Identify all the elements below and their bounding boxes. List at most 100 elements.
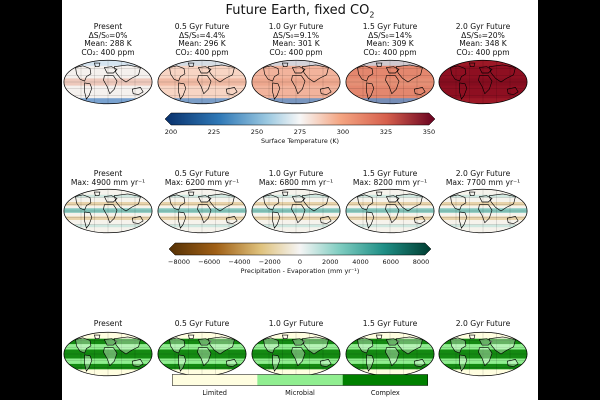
continent-outline bbox=[478, 338, 493, 346]
pe-panel-label: 0.5 Gyr Future Max: 6200 mm yr⁻¹ bbox=[154, 169, 250, 187]
pe-panel-label: 1.5 Gyr Future Max: 8200 mm yr⁻¹ bbox=[342, 169, 438, 187]
label-line: Present bbox=[93, 319, 123, 328]
temperature-colorbar bbox=[165, 112, 435, 126]
continent-outline bbox=[301, 193, 329, 212]
continent-outline bbox=[488, 64, 516, 83]
label-line: Mean: 348 K bbox=[459, 39, 507, 49]
continent-outline bbox=[113, 64, 141, 83]
continent-outline bbox=[291, 66, 306, 74]
temp-colorbar-tick: 250 bbox=[250, 128, 264, 136]
habitability-map-0 bbox=[63, 331, 153, 377]
pe-colorbar-tick: −4000 bbox=[228, 258, 251, 266]
map-border bbox=[251, 188, 341, 234]
label-line: ΔS/S₀=0% bbox=[88, 30, 128, 40]
continent-outline bbox=[357, 194, 374, 211]
continent-outline bbox=[366, 211, 375, 229]
continent-outline bbox=[197, 195, 212, 203]
continent-outline bbox=[357, 65, 374, 82]
continent-outline bbox=[506, 359, 519, 367]
temp-panel-label: Present ΔS/S₀=0% Mean: 288 K CO₂: 400 ppm bbox=[60, 22, 156, 57]
habitability-map-1 bbox=[157, 331, 247, 377]
continent-outline bbox=[207, 64, 235, 83]
continent-outline bbox=[385, 338, 400, 346]
label-line: Max: 6800 mm yr⁻¹ bbox=[258, 177, 334, 187]
temperature-map-3 bbox=[345, 59, 435, 105]
hab-panel-label: 0.5 Gyr Future bbox=[154, 319, 250, 329]
continent-outline bbox=[291, 75, 306, 95]
continent-outline bbox=[94, 191, 101, 197]
continent-outline bbox=[291, 204, 306, 224]
continent-outline bbox=[178, 211, 187, 229]
label-line: CO₂: 400 ppm bbox=[81, 47, 135, 57]
legend-label: Limited bbox=[202, 389, 227, 397]
continent-outline bbox=[272, 354, 281, 372]
temp-colorbar-tick: 350 bbox=[422, 128, 436, 136]
continent-outline bbox=[376, 191, 383, 197]
label-line: 1.0 Gyr Future bbox=[268, 169, 324, 178]
temp-panel-label: 1.0 Gyr Future ΔS/S₀=9.1% Mean: 301 K CO₂: … bbox=[248, 22, 344, 57]
label-line: Max: 8200 mm yr⁻¹ bbox=[352, 177, 428, 187]
continent-outline bbox=[188, 334, 195, 340]
legend-label: Complex bbox=[370, 389, 400, 397]
map-border bbox=[63, 59, 153, 105]
continent-outline bbox=[207, 193, 235, 212]
label-line: ΔS/S₀=9.1% bbox=[272, 30, 320, 40]
continent-outline bbox=[506, 87, 519, 95]
pe-colorbar-tick: −8000 bbox=[168, 258, 190, 266]
temp-panel-label: 2.0 Gyr Future ΔS/S₀=20% Mean: 348 K CO₂: 4… bbox=[435, 22, 531, 57]
continent-outline bbox=[188, 191, 195, 197]
label-line: 1.5 Gyr Future bbox=[362, 22, 418, 31]
continent-outline bbox=[113, 193, 141, 212]
temp-colorbar-tick: 200 bbox=[164, 128, 178, 136]
continent-outline bbox=[282, 334, 289, 340]
continent-outline bbox=[178, 82, 187, 100]
figure-panel: Future Earth, fixed CO2 Present ΔS/S₀=0% M… bbox=[62, 0, 538, 400]
legend-swatch bbox=[172, 374, 258, 386]
continent-outline bbox=[395, 336, 423, 355]
continent-outline bbox=[450, 65, 467, 82]
continent-outline bbox=[385, 75, 400, 95]
continent-outline bbox=[469, 62, 476, 68]
label-line: 0.5 Gyr Future bbox=[174, 22, 230, 31]
temperature-map-0 bbox=[63, 59, 153, 105]
label-line: ΔS/S₀=4.4% bbox=[178, 30, 226, 40]
continent-outline bbox=[459, 211, 468, 229]
label-line: 2.0 Gyr Future bbox=[455, 319, 511, 328]
label-line: Present bbox=[93, 22, 123, 31]
label-line: 1.5 Gyr Future bbox=[362, 319, 418, 328]
pe-panel-label: 2.0 Gyr Future Max: 7700 mm yr⁻¹ bbox=[435, 169, 531, 187]
pe-map-3 bbox=[345, 188, 435, 234]
pe-colorbar-tick: 6000 bbox=[382, 258, 400, 266]
continent-outline bbox=[291, 338, 306, 346]
continent-outline bbox=[94, 62, 101, 68]
pe-panel-label: 1.0 Gyr Future Max: 6800 mm yr⁻¹ bbox=[248, 169, 344, 187]
temp-panel-label: 1.5 Gyr Future ΔS/S₀=14% Mean: 309 K CO₂: 4… bbox=[342, 22, 438, 57]
continent-outline bbox=[488, 336, 516, 355]
temp-colorbar-tick: 325 bbox=[379, 128, 393, 136]
hab-panel-label: 1.0 Gyr Future bbox=[248, 319, 344, 329]
continent-outline bbox=[197, 338, 212, 346]
continent-outline bbox=[282, 62, 289, 68]
continent-outline bbox=[272, 211, 281, 229]
continent-outline bbox=[103, 195, 118, 203]
label-line: Present bbox=[93, 169, 123, 178]
pe-colorbar-tick: 8000 bbox=[412, 258, 430, 266]
pe-colorbar-tick: 4000 bbox=[352, 258, 369, 266]
map-border bbox=[251, 59, 341, 105]
label-line: Max: 4900 mm yr⁻¹ bbox=[70, 177, 146, 187]
continent-outline bbox=[478, 195, 493, 203]
label-line: ΔS/S₀=14% bbox=[368, 30, 412, 40]
label-line: 0.5 Gyr Future bbox=[174, 169, 230, 178]
pe-colorbar bbox=[169, 242, 431, 256]
continent-outline bbox=[131, 359, 144, 367]
continent-outline bbox=[385, 66, 400, 74]
continent-outline bbox=[385, 195, 400, 203]
habitability-map-4 bbox=[438, 331, 528, 377]
label-line: CO₂: 400 ppm bbox=[175, 47, 229, 57]
pe-colorbar-label: Precipitation - Evaporation (mm yr⁻¹) bbox=[240, 267, 360, 275]
temperature-map-1 bbox=[157, 59, 247, 105]
label-line: CO₂: 400 ppm bbox=[269, 47, 323, 57]
label-line: Max: 7700 mm yr⁻¹ bbox=[445, 177, 521, 187]
continent-outline bbox=[225, 359, 238, 367]
